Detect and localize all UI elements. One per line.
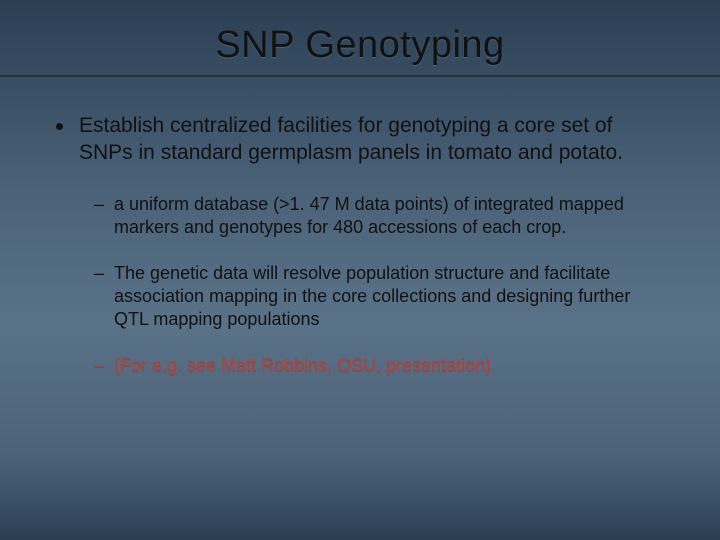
bullet-level2: – (For e.g. see Matt Robbins, OSU, prese… xyxy=(94,354,664,377)
bullet-dash-icon: – xyxy=(94,193,104,216)
bullet-level1-text: Establish centralized facilities for gen… xyxy=(79,113,664,167)
bullet-level2-text: a uniform database (>1. 47 M data points… xyxy=(114,193,664,240)
slide-title: SNP Genotyping xyxy=(0,24,720,67)
bullet-level2: – The genetic data will resolve populati… xyxy=(94,262,664,332)
slide: SNP Genotyping Establish centralized fac… xyxy=(0,0,720,540)
bullet-dash-icon: – xyxy=(94,262,104,285)
bullet-level2-text-emphasis: (For e.g. see Matt Robbins, OSU, present… xyxy=(114,354,491,377)
bullet-level1: Establish centralized facilities for gen… xyxy=(56,113,664,167)
title-region: SNP Genotyping xyxy=(0,0,720,77)
bullet-level2-text: The genetic data will resolve population… xyxy=(114,262,664,332)
bullet-dash-icon: – xyxy=(94,354,104,377)
slide-body: Establish centralized facilities for gen… xyxy=(0,77,720,377)
bullet-level2: – a uniform database (>1. 47 M data poin… xyxy=(94,193,664,240)
bullet-dot-icon xyxy=(56,123,63,130)
